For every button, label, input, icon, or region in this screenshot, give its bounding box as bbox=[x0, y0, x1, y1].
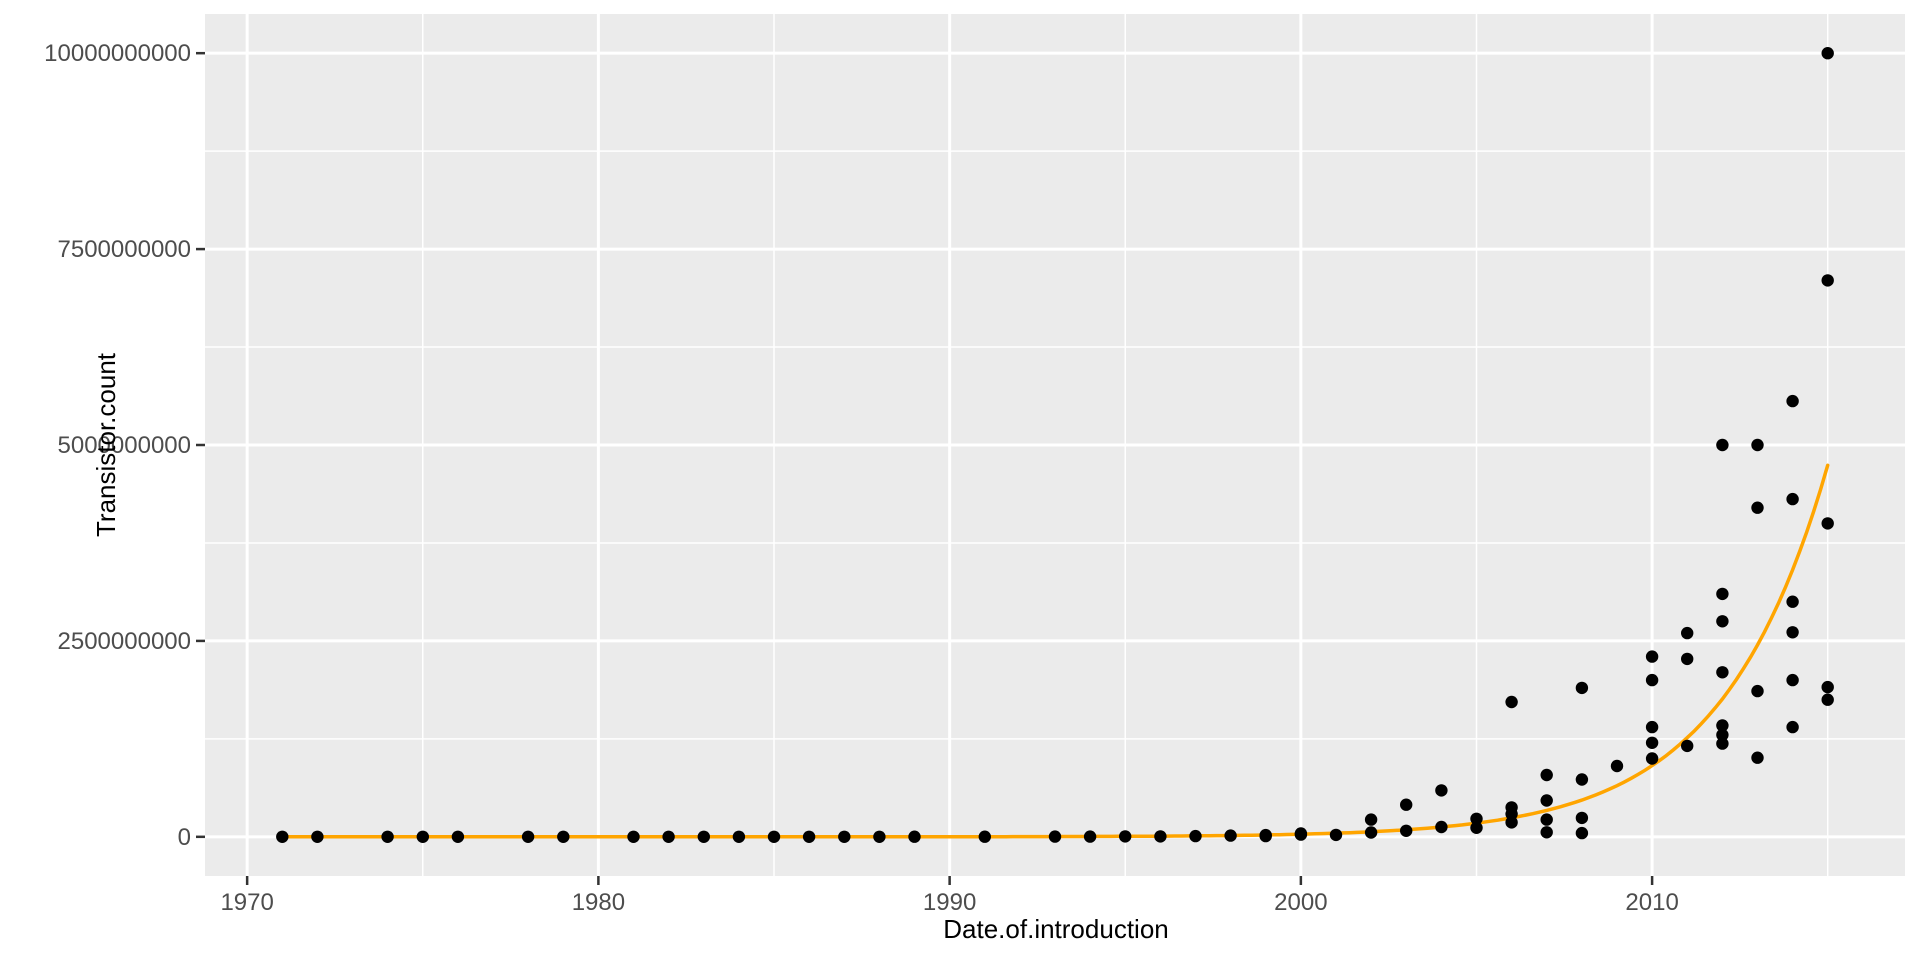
x-tick-label-3: 2000 bbox=[1274, 889, 1327, 916]
data-point-11 bbox=[767, 830, 781, 843]
data-point-73 bbox=[1786, 720, 1799, 734]
data-point-5 bbox=[521, 830, 535, 843]
data-point-35 bbox=[1470, 821, 1483, 834]
data-point-10 bbox=[732, 830, 746, 843]
data-point-21 bbox=[1189, 829, 1202, 843]
data-point-47 bbox=[1575, 826, 1589, 840]
data-point-59 bbox=[1716, 615, 1729, 628]
data-point-9 bbox=[697, 830, 710, 843]
data-point-46 bbox=[1575, 811, 1589, 825]
data-point-76 bbox=[1821, 517, 1834, 530]
data-point-43 bbox=[1540, 826, 1553, 839]
y-tick-label-3: 7500000000 bbox=[58, 236, 191, 263]
data-point-45 bbox=[1575, 773, 1589, 786]
data-point-53 bbox=[1645, 752, 1659, 765]
data-point-12 bbox=[802, 830, 816, 843]
data-point-8 bbox=[662, 830, 675, 843]
data-point-42 bbox=[1540, 813, 1553, 826]
data-point-2 bbox=[381, 830, 394, 843]
y-tick-label-0: 0 bbox=[178, 824, 191, 851]
data-point-34 bbox=[1470, 812, 1483, 825]
x-axis-title: Date.of.introduction bbox=[943, 914, 1169, 944]
data-point-55 bbox=[1681, 652, 1694, 666]
data-point-72 bbox=[1786, 673, 1799, 687]
data-point-44 bbox=[1575, 681, 1589, 695]
data-point-62 bbox=[1716, 728, 1729, 742]
data-point-74 bbox=[1821, 47, 1834, 60]
data-point-69 bbox=[1786, 492, 1799, 506]
data-point-60 bbox=[1716, 666, 1729, 679]
data-point-31 bbox=[1400, 824, 1413, 837]
data-point-27 bbox=[1329, 828, 1343, 842]
data-point-48 bbox=[1610, 759, 1624, 773]
y-axis-title: Transistor.count bbox=[91, 352, 122, 538]
data-point-15 bbox=[908, 830, 921, 843]
data-point-71 bbox=[1786, 626, 1799, 639]
data-point-54 bbox=[1681, 626, 1694, 640]
y-tick-label-4: 10000000000 bbox=[44, 40, 191, 67]
data-point-66 bbox=[1751, 684, 1764, 698]
data-point-40 bbox=[1540, 768, 1553, 782]
data-point-61 bbox=[1716, 719, 1729, 732]
x-tick-label-2: 1990 bbox=[923, 889, 976, 916]
data-point-50 bbox=[1645, 673, 1659, 687]
data-point-16 bbox=[978, 830, 991, 843]
data-point-33 bbox=[1435, 820, 1448, 834]
data-point-22 bbox=[1224, 829, 1237, 842]
y-tick-label-2: 5000000000 bbox=[58, 432, 191, 459]
data-point-1 bbox=[311, 830, 324, 843]
data-point-78 bbox=[1821, 693, 1834, 706]
x-tick-label-1: 1980 bbox=[572, 889, 625, 916]
x-tick-label-0: 1970 bbox=[220, 889, 273, 916]
data-point-20 bbox=[1154, 830, 1167, 843]
data-point-39 bbox=[1505, 816, 1518, 829]
data-point-67 bbox=[1751, 751, 1764, 764]
data-point-58 bbox=[1716, 587, 1729, 601]
data-point-56 bbox=[1681, 739, 1694, 753]
data-point-14 bbox=[873, 830, 886, 843]
y-tick-label-1: 2500000000 bbox=[58, 628, 191, 655]
x-tick-label-4: 2010 bbox=[1625, 889, 1678, 916]
data-point-19 bbox=[1119, 830, 1132, 843]
data-point-57 bbox=[1716, 438, 1729, 452]
data-point-32 bbox=[1435, 784, 1448, 797]
data-point-52 bbox=[1645, 736, 1659, 749]
data-point-6 bbox=[557, 830, 570, 843]
data-point-41 bbox=[1540, 794, 1553, 807]
data-point-36 bbox=[1505, 695, 1518, 709]
data-point-68 bbox=[1786, 394, 1799, 408]
data-point-24 bbox=[1259, 828, 1272, 842]
data-point-3 bbox=[416, 830, 429, 843]
data-point-29 bbox=[1364, 826, 1378, 839]
data-point-0 bbox=[276, 830, 289, 843]
data-point-4 bbox=[451, 830, 465, 843]
data-point-49 bbox=[1645, 650, 1659, 663]
data-point-63 bbox=[1716, 737, 1729, 750]
data-point-64 bbox=[1751, 438, 1764, 452]
data-point-26 bbox=[1294, 828, 1308, 841]
data-point-18 bbox=[1083, 830, 1097, 843]
data-point-65 bbox=[1751, 501, 1764, 514]
data-point-70 bbox=[1786, 595, 1799, 608]
data-point-17 bbox=[1048, 830, 1062, 843]
data-point-51 bbox=[1645, 720, 1659, 734]
data-point-7 bbox=[627, 830, 640, 843]
data-point-28 bbox=[1364, 813, 1378, 826]
data-point-30 bbox=[1400, 798, 1413, 811]
data-point-13 bbox=[838, 830, 851, 843]
data-point-75 bbox=[1821, 274, 1834, 287]
data-point-77 bbox=[1821, 680, 1834, 694]
